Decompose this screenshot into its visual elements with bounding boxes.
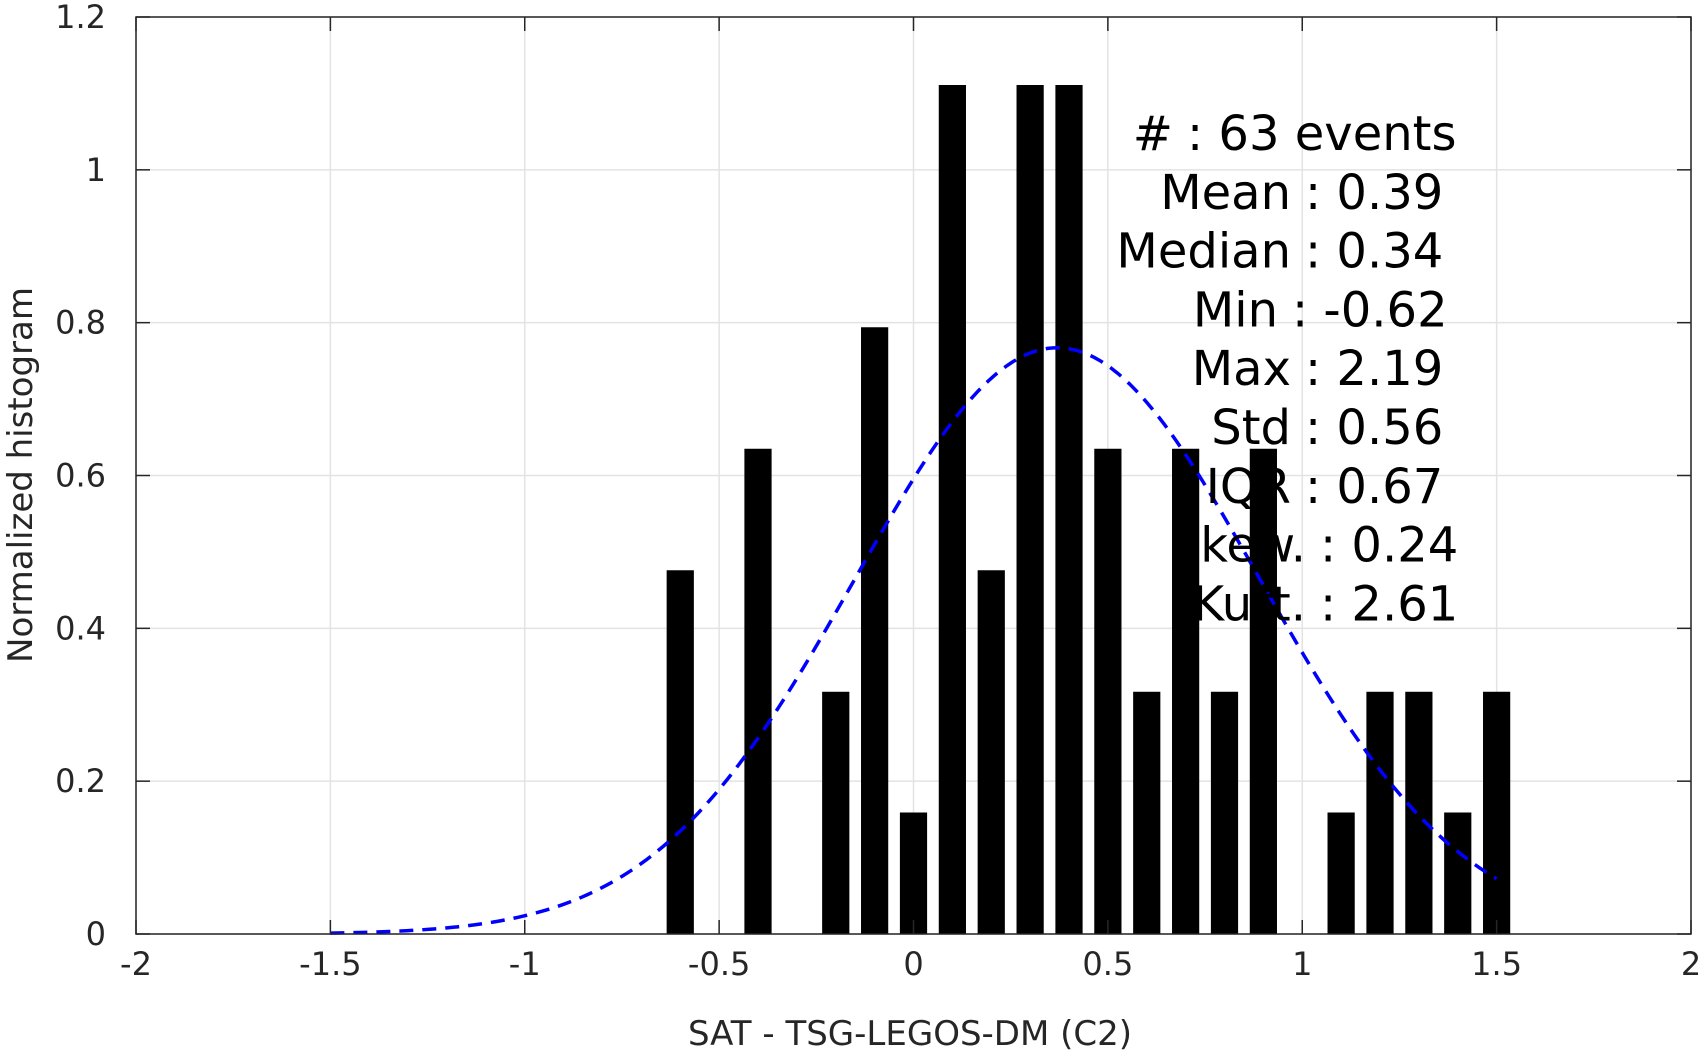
gaussian-fit-curve <box>330 346 1498 935</box>
stats-line-label: Mean <box>1160 165 1291 221</box>
stats-line-label: Max <box>1192 341 1291 397</box>
histogram-bar <box>1210 691 1239 934</box>
histogram-bar <box>666 570 694 934</box>
histogram-bar <box>1366 691 1394 934</box>
stats-line-value: : 0.67 <box>1305 459 1443 515</box>
histogram-bar <box>1405 691 1433 934</box>
stats-line-value: : 2.61 <box>1320 576 1458 632</box>
stats-line-value: : -0.62 <box>1292 282 1448 338</box>
histogram-bar <box>1172 448 1200 934</box>
stats-line-value: : 0.34 <box>1305 224 1443 280</box>
x-tick-label: -0.5 <box>688 945 750 983</box>
y-axis-label: Normalized histogram <box>1 287 41 663</box>
y-tick-label: 1 <box>86 151 106 189</box>
y-tick-label: 0.6 <box>55 457 106 495</box>
histogram-bar <box>1016 85 1044 934</box>
stats-line-label: IQR <box>1206 459 1291 515</box>
stats-line: Std: 0.56 <box>1211 400 1443 456</box>
histogram-bar <box>1483 691 1511 934</box>
x-tick-label: 1 <box>1292 945 1312 983</box>
stats-line: #: 63 events <box>1133 106 1457 162</box>
histogram-bars <box>666 85 1511 934</box>
histogram-bar <box>938 85 966 934</box>
histogram-bar <box>899 812 928 934</box>
x-tick-label: -1 <box>509 945 541 983</box>
stats-line: Mean: 0.39 <box>1160 165 1443 221</box>
histogram-bar <box>1133 691 1161 934</box>
x-tick-label: 2 <box>1681 945 1701 983</box>
histogram-bar <box>1094 448 1122 934</box>
stats-line-label: Min <box>1193 282 1278 338</box>
x-tick-label: -1.5 <box>299 945 361 983</box>
y-tick-label: 1.2 <box>55 0 106 36</box>
histogram-bar <box>1327 812 1355 934</box>
x-tick-label: 0.5 <box>1082 945 1133 983</box>
histogram-bar <box>861 327 889 934</box>
x-axis-label: SAT - TSG-LEGOS-DM (C2) <box>688 1014 1132 1053</box>
stats-line-value: : 2.19 <box>1305 341 1443 397</box>
y-tick-label: 0.8 <box>55 304 106 342</box>
stats-line-label: Std <box>1211 400 1291 456</box>
stats-line: Min: -0.62 <box>1193 282 1448 338</box>
x-tick-label: 1.5 <box>1471 945 1522 983</box>
stats-line: Skew.: 0.24 <box>1170 518 1459 574</box>
stats-line-value: : 63 events <box>1187 106 1456 162</box>
stats-line-value: : 0.24 <box>1320 518 1458 574</box>
stats-line-label: Skew. <box>1170 518 1306 574</box>
stats-line-label: # <box>1133 106 1173 162</box>
histogram-bar <box>1249 448 1277 934</box>
stats-line: Median: 0.34 <box>1116 224 1443 280</box>
y-tick-label: 0.2 <box>55 762 106 800</box>
x-tick-label: 0 <box>903 945 923 983</box>
stats-line: Max: 2.19 <box>1192 341 1444 397</box>
histogram-bar <box>744 448 772 934</box>
stats-line-label: Kurt. <box>1193 576 1306 632</box>
x-tick-label: -2 <box>120 945 152 983</box>
histogram-bar <box>822 691 850 934</box>
axis-ticks: -2 -1.5 -1 -0.5 0 0.5 1 1.5 2 0 0.2 0.4 0.6 0.8 1 1.2 <box>55 0 1701 983</box>
stats-line: Kurt.: 2.61 <box>1193 576 1459 632</box>
histogram-bar <box>1444 812 1472 934</box>
stats-line-label: Median <box>1116 224 1291 280</box>
stats-line-value: : 0.39 <box>1305 165 1443 221</box>
y-tick-label: 0.4 <box>55 609 106 647</box>
histogram-bar <box>1055 85 1083 934</box>
stats-line-value: : 0.56 <box>1305 400 1443 456</box>
histogram-bar <box>977 570 1005 934</box>
stats-line: IQR: 0.67 <box>1206 459 1444 515</box>
y-tick-label: 0 <box>86 915 106 953</box>
